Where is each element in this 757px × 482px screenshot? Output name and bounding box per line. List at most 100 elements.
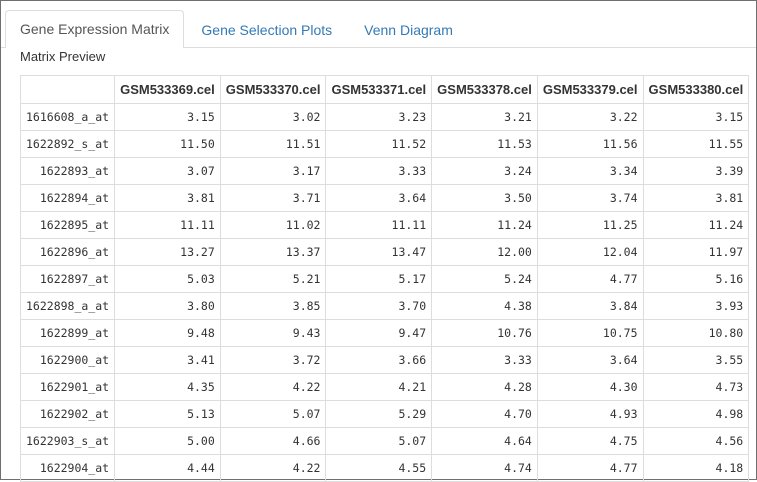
row-probe-id: 1622903_s_at	[19, 427, 116, 455]
table-cell: 10.80	[642, 319, 750, 347]
table-cell: 3.21	[431, 103, 538, 131]
column-header[interactable]: GSM533370.cel	[219, 75, 327, 104]
table-cell: 4.55	[325, 454, 433, 482]
row-probe-id: 1622892_s_at	[19, 130, 116, 158]
tab-bar: Gene Expression Matrix Gene Selection Pl…	[1, 1, 756, 48]
table-cell: 3.15	[642, 103, 750, 131]
table-cell: 5.24	[431, 265, 538, 293]
column-header[interactable]: GSM533378.cel	[431, 75, 538, 104]
table-cell: 4.74	[431, 454, 538, 482]
column-header[interactable]: GSM533379.cel	[536, 75, 644, 104]
table-cell: 13.37	[219, 238, 327, 266]
table-row: 1622893_at 3.07 3.17 3.33 3.24 3.34 3.39	[19, 157, 750, 185]
row-probe-id: 1622899_at	[19, 319, 116, 347]
table-cell: 4.64	[431, 427, 538, 455]
table-cell: 3.84	[536, 292, 644, 320]
table-cell: 4.22	[219, 454, 327, 482]
table-cell: 3.15	[114, 103, 221, 131]
column-header-rowname[interactable]	[19, 75, 116, 104]
table-row: 1622899_at 9.48 9.43 9.47 10.76 10.75 10.80	[19, 319, 750, 347]
table-cell: 5.07	[325, 427, 433, 455]
table-row: 1622902_at 5.13 5.07 5.29 4.70 4.93 4.98	[19, 400, 750, 428]
row-probe-id: 1622898_a_at	[19, 292, 116, 320]
table-cell: 3.70	[325, 292, 433, 320]
table-cell: 4.35	[114, 373, 221, 401]
table-cell: 3.33	[325, 157, 433, 185]
table-cell: 11.11	[114, 211, 221, 239]
row-probe-id: 1622897_at	[19, 265, 116, 293]
table-cell: 11.25	[536, 211, 644, 239]
table-cell: 12.00	[431, 238, 538, 266]
table-cell: 3.64	[325, 184, 433, 212]
table-cell: 3.23	[325, 103, 433, 131]
table-cell: 4.18	[642, 454, 750, 482]
table-cell: 11.50	[114, 130, 221, 158]
column-header[interactable]: GSM533371.cel	[325, 75, 433, 104]
table-cell: 3.80	[114, 292, 221, 320]
table-cell: 11.53	[431, 130, 538, 158]
table-cell: 4.21	[325, 373, 433, 401]
column-header[interactable]: GSM533369.cel	[114, 75, 221, 104]
table-cell: 4.77	[536, 265, 644, 293]
table-cell: 3.64	[536, 346, 644, 374]
table-body: 1616608_a_at 3.15 3.02 3.23 3.21 3.22 3.15 1622…	[19, 103, 750, 482]
tab-gene-selection-plots[interactable]: Gene Selection Plots	[201, 22, 333, 38]
table-cell: 4.28	[431, 373, 538, 401]
table-cell: 9.48	[114, 319, 221, 347]
table-cell: 11.24	[642, 211, 750, 239]
table-cell: 10.75	[536, 319, 644, 347]
row-probe-id: 1622894_at	[19, 184, 116, 212]
table-cell: 4.98	[642, 400, 750, 428]
table-row: 1622896_at 13.27 13.37 13.47 12.00 12.04 11.97	[19, 238, 750, 266]
table-cell: 3.81	[114, 184, 221, 212]
table-cell: 3.24	[431, 157, 538, 185]
table-cell: 3.17	[219, 157, 327, 185]
table-row: 1622903_s_at 5.00 4.66 5.07 4.64 4.75 4.56	[19, 427, 750, 455]
tab-venn-diagram[interactable]: Venn Diagram	[364, 22, 453, 38]
table-cell: 5.13	[114, 400, 221, 428]
table-cell: 3.22	[536, 103, 644, 131]
row-probe-id: 1622901_at	[19, 373, 116, 401]
table-cell: 11.56	[536, 130, 644, 158]
table-cell: 11.51	[219, 130, 327, 158]
table-cell: 4.93	[536, 400, 644, 428]
row-probe-id: 1622893_at	[19, 157, 116, 185]
row-probe-id: 1622896_at	[19, 238, 116, 266]
table-cell: 13.47	[325, 238, 433, 266]
table-cell: 5.07	[219, 400, 327, 428]
table-cell: 3.74	[536, 184, 644, 212]
matrix-table-container: GSM533369.cel GSM533370.cel GSM533371.cel G…	[19, 75, 750, 482]
table-cell: 4.56	[642, 427, 750, 455]
table-header-row: GSM533369.cel GSM533370.cel GSM533371.cel G…	[19, 75, 750, 104]
table-cell: 11.97	[642, 238, 750, 266]
matrix-preview-label: Matrix Preview	[20, 49, 106, 64]
table-cell: 3.66	[325, 346, 433, 374]
table-cell: 3.71	[219, 184, 327, 212]
table-row: 1622904_at 4.44 4.22 4.55 4.74 4.77 4.18	[19, 454, 750, 482]
table-cell: 5.16	[642, 265, 750, 293]
table-cell: 3.33	[431, 346, 538, 374]
table-row: 1622897_at 5.03 5.21 5.17 5.24 4.77 5.16	[19, 265, 750, 293]
row-probe-id: 1616608_a_at	[19, 103, 116, 131]
tab-gene-expression-matrix[interactable]: Gene Expression Matrix	[5, 10, 185, 48]
table-cell: 3.81	[642, 184, 750, 212]
table-cell: 5.21	[219, 265, 327, 293]
table-row: 1622901_at 4.35 4.22 4.21 4.28 4.30 4.73	[19, 373, 750, 401]
table-row: 1622898_a_at 3.80 3.85 3.70 4.38 3.84 3.93	[19, 292, 750, 320]
table-cell: 4.73	[642, 373, 750, 401]
table-cell: 3.85	[219, 292, 327, 320]
table-cell: 11.55	[642, 130, 750, 158]
row-probe-id: 1622902_at	[19, 400, 116, 428]
table-cell: 4.66	[219, 427, 327, 455]
table-cell: 3.72	[219, 346, 327, 374]
table-cell: 3.55	[642, 346, 750, 374]
column-header[interactable]: GSM533380.cel	[642, 75, 750, 104]
table-row: 1616608_a_at 3.15 3.02 3.23 3.21 3.22 3.15	[19, 103, 750, 131]
row-probe-id: 1622900_at	[19, 346, 116, 374]
table-cell: 5.17	[325, 265, 433, 293]
table-cell: 9.43	[219, 319, 327, 347]
table-cell: 13.27	[114, 238, 221, 266]
table-cell: 5.03	[114, 265, 221, 293]
table-cell: 3.07	[114, 157, 221, 185]
table-cell: 4.22	[219, 373, 327, 401]
